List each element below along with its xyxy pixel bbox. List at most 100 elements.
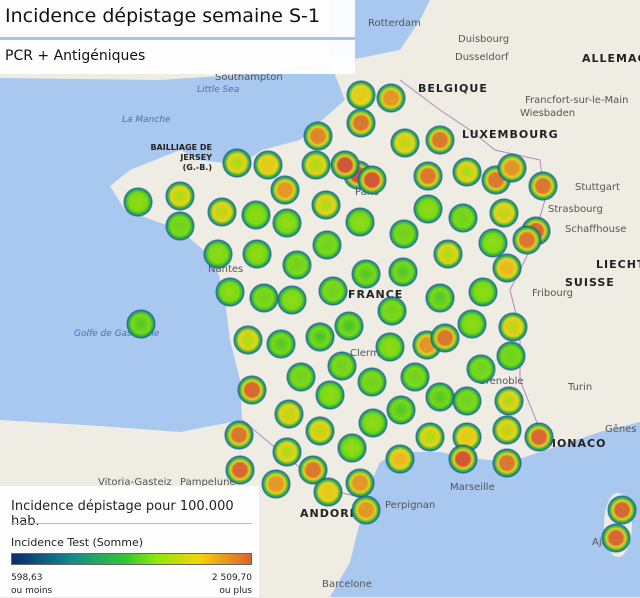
heat-point[interactable]	[237, 375, 267, 405]
heat-point[interactable]	[498, 312, 528, 342]
heat-point[interactable]	[512, 225, 542, 255]
heat-point[interactable]	[452, 157, 482, 187]
heat-point[interactable]	[303, 121, 333, 151]
map-label-fribourg: Fribourg	[532, 288, 573, 299]
heat-point[interactable]	[315, 380, 345, 410]
heat-point[interactable]	[386, 395, 416, 425]
heat-point[interactable]	[478, 228, 508, 258]
heat-point[interactable]	[433, 239, 463, 269]
heat-point[interactable]	[466, 354, 496, 384]
heat-point[interactable]	[305, 322, 335, 352]
heat-point[interactable]	[126, 309, 156, 339]
heat-point[interactable]	[203, 239, 233, 269]
map-label-genes: Gênes	[605, 423, 637, 435]
heat-point[interactable]	[430, 323, 460, 353]
heat-point[interactable]	[282, 250, 312, 280]
heat-point[interactable]	[266, 329, 296, 359]
heat-point[interactable]	[311, 190, 341, 220]
heat-point[interactable]	[400, 362, 430, 392]
heat-point[interactable]	[215, 277, 245, 307]
heat-point[interactable]	[388, 257, 418, 287]
heat-point[interactable]	[390, 128, 420, 158]
heat-point[interactable]	[496, 341, 526, 371]
heat-point[interactable]	[425, 283, 455, 313]
heat-point[interactable]	[389, 219, 419, 249]
heat-point[interactable]	[528, 171, 558, 201]
heat-point[interactable]	[225, 455, 255, 485]
heat-point[interactable]	[298, 455, 328, 485]
heat-point[interactable]	[452, 386, 482, 416]
heat-point[interactable]	[312, 230, 342, 260]
heat-point[interactable]	[222, 148, 252, 178]
heat-point[interactable]	[375, 332, 405, 362]
heat-point[interactable]	[448, 203, 478, 233]
heat-point[interactable]	[165, 211, 195, 241]
heat-point[interactable]	[415, 422, 445, 452]
heat-point[interactable]	[351, 259, 381, 289]
heat-point[interactable]	[377, 296, 407, 326]
heat-point[interactable]	[337, 433, 367, 463]
heat-point[interactable]	[305, 416, 335, 446]
heat-point[interactable]	[286, 362, 316, 392]
heat-point[interactable]	[327, 351, 357, 381]
heat-point[interactable]	[207, 197, 237, 227]
heat-point[interactable]	[318, 276, 348, 306]
heat-point[interactable]	[425, 382, 455, 412]
heat-point[interactable]	[313, 477, 343, 507]
heat-point[interactable]	[376, 83, 406, 113]
heat-point[interactable]	[489, 198, 519, 228]
map-label-monaco: MONACO	[545, 437, 606, 450]
heat-point[interactable]	[425, 125, 455, 155]
subtitle-box: PCR + Antigéniques	[0, 40, 355, 74]
heat-point[interactable]	[253, 150, 283, 180]
heat-point[interactable]	[249, 283, 279, 313]
heat-point[interactable]	[607, 495, 637, 525]
map-label-grenoble: Grenoble	[478, 376, 524, 387]
heat-point[interactable]	[233, 325, 263, 355]
map-label-belgique: BELGIQUE	[418, 82, 488, 95]
heat-point[interactable]	[468, 277, 498, 307]
heat-point[interactable]	[492, 415, 522, 445]
heat-point[interactable]	[457, 309, 487, 339]
heat-point[interactable]	[241, 200, 271, 230]
heat-point[interactable]	[346, 108, 376, 138]
heat-point[interactable]	[351, 495, 381, 525]
map-label-jersey: BAILLIAGE DE	[150, 143, 212, 152]
heat-point[interactable]	[277, 285, 307, 315]
heat-point[interactable]	[224, 420, 254, 450]
heat-point[interactable]	[492, 253, 522, 283]
heat-point[interactable]	[385, 444, 415, 474]
heat-point[interactable]	[497, 153, 527, 183]
heat-point[interactable]	[345, 468, 375, 498]
heat-point[interactable]	[272, 437, 302, 467]
heat-point[interactable]	[346, 80, 376, 110]
heat-point[interactable]	[413, 194, 443, 224]
heat-point[interactable]	[301, 150, 331, 180]
heat-point[interactable]	[357, 367, 387, 397]
heat-point[interactable]	[448, 444, 478, 474]
heat-point[interactable]	[123, 187, 153, 217]
map-label-southampton: Southampton	[215, 72, 283, 83]
heat-point[interactable]	[358, 408, 388, 438]
heat-point[interactable]	[274, 399, 304, 429]
heat-point[interactable]	[413, 161, 443, 191]
heat-point[interactable]	[242, 239, 272, 269]
map-label-la_manche: La Manche	[122, 115, 171, 125]
legend-max-value: 2 509,70	[211, 573, 252, 583]
map-label-dusseldorf: Dusseldorf	[455, 52, 509, 63]
heat-point[interactable]	[270, 175, 300, 205]
heat-point[interactable]	[330, 150, 360, 180]
map-label-vitoria: Vitoria-Gasteiz	[98, 477, 172, 488]
map-label-clermont: Clermont	[350, 348, 396, 359]
heat-point[interactable]	[492, 448, 522, 478]
heat-point[interactable]	[494, 386, 524, 416]
heat-point[interactable]	[165, 181, 195, 211]
heat-point[interactable]	[272, 208, 302, 238]
heat-point[interactable]	[345, 207, 375, 237]
heat-point[interactable]	[334, 311, 364, 341]
heat-point[interactable]	[357, 165, 387, 195]
heat-point[interactable]	[524, 422, 554, 452]
heat-point[interactable]	[261, 469, 291, 499]
heat-point[interactable]	[601, 523, 631, 553]
